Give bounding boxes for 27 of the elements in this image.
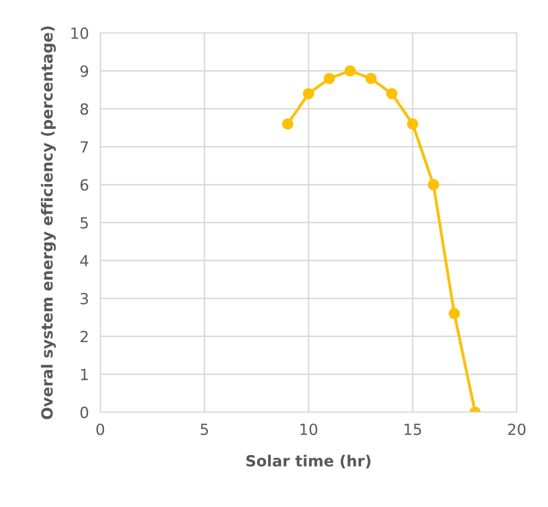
x-tick-label: 20 (508, 424, 526, 436)
point (386, 88, 398, 100)
point (282, 118, 294, 130)
y-tick-label: 0 (80, 406, 88, 418)
y-tick-label: 6 (80, 179, 88, 191)
point (324, 72, 335, 84)
point (428, 179, 440, 190)
point (344, 65, 356, 76)
y-axis-title: Overal system energy efficiency (percentage) (40, 26, 56, 420)
y-tick-label: 9 (80, 65, 88, 77)
point (448, 308, 460, 320)
point (302, 88, 314, 100)
x-tick-label: 15 (404, 424, 422, 436)
y-tick-label: 2 (80, 330, 88, 342)
x-tick-label: 10 (300, 424, 318, 436)
y-tick-label: 3 (80, 292, 88, 304)
y-tick-label: 10 (71, 27, 88, 39)
y-tick-label: 1 (81, 368, 88, 380)
x-tick-label: 0 (96, 424, 104, 436)
y-tick-label: 8 (80, 103, 88, 115)
y-tick-label: 7 (80, 141, 88, 153)
point (407, 118, 418, 130)
point (365, 72, 377, 84)
x-tick-label: 5 (200, 424, 208, 436)
y-tick-label: 4 (80, 255, 88, 266)
y-tick-label: 5 (80, 217, 88, 229)
x-axis-title: Solar time (hr) (246, 454, 370, 468)
